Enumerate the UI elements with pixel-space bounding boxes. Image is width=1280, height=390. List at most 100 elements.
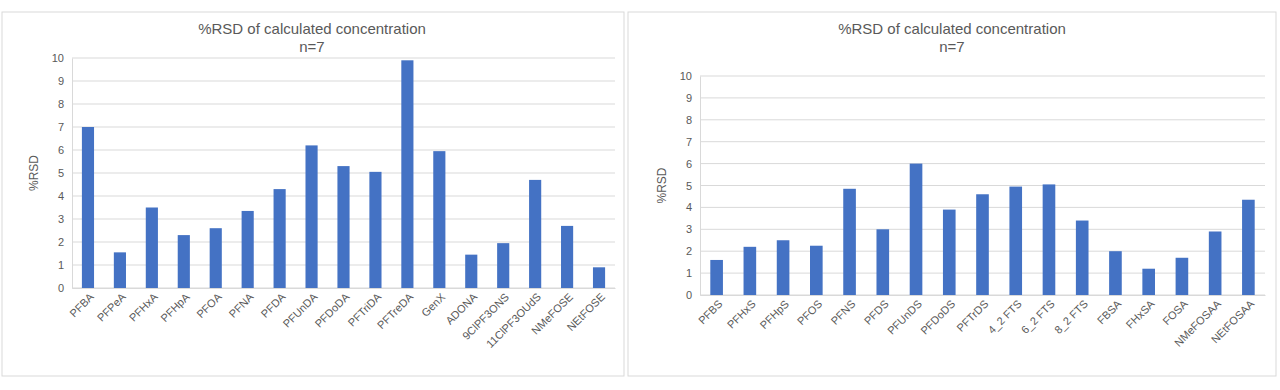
x-axis: PFBSPFHxSPFHpSPFOSPFNSPFDSPFUnDSPFDoDSPF… (696, 295, 1266, 349)
bar (210, 228, 222, 288)
panel-frame (628, 12, 1276, 376)
grid-line (700, 185, 1265, 186)
x-tick: GenX (419, 288, 448, 319)
y-tick-label: 3 (686, 223, 692, 235)
subtitle: n=7 (299, 38, 324, 55)
x-tick-label: FBSA (1095, 297, 1124, 326)
grid-line (700, 141, 1265, 142)
x-tick: PFDoDA (312, 288, 352, 330)
grid (700, 76, 1265, 295)
x-axis-line (73, 288, 616, 289)
y-tick: 6 (58, 144, 72, 156)
x-tick: NEtFOSE (564, 288, 607, 333)
y-tick-label: 7 (58, 121, 64, 133)
y-tick: 6 (686, 158, 700, 170)
x-tick-label: PFHxS (725, 298, 758, 331)
bar (593, 267, 605, 288)
bar (274, 189, 286, 288)
y-tick: 1 (58, 259, 72, 271)
bar (561, 226, 573, 288)
x-tick-label: PFNS (828, 298, 857, 327)
x-tick: NEtFOSAA (1209, 295, 1257, 345)
x-tick: FHxSA (1124, 295, 1158, 331)
bar (744, 247, 757, 295)
bar (876, 229, 889, 295)
chart-panel: %RSD of calculated concentrationn=701234… (628, 12, 1276, 376)
y-tick: 0 (686, 289, 700, 301)
x-tick-label: PFBS (696, 298, 725, 327)
bar (1109, 251, 1122, 295)
grid-line (72, 127, 615, 128)
y-axis: 012345678910 (52, 52, 73, 294)
y-tick: 1 (686, 267, 700, 279)
x-tick-label: PFTreDA (375, 290, 416, 331)
x-tick-label: PFNA (226, 290, 256, 320)
grid-line (72, 150, 615, 151)
bar (943, 210, 956, 295)
bar (1176, 258, 1189, 295)
bar (337, 166, 349, 288)
y-tick-label: 9 (686, 92, 692, 104)
x-tick: PFPeA (95, 288, 129, 324)
x-tick-label: PFHpS (758, 298, 792, 332)
grid-line (700, 119, 1265, 120)
panel-frame (2, 12, 624, 376)
grid-line (700, 97, 1265, 98)
bar (1076, 221, 1089, 295)
grid-line (72, 58, 615, 59)
x-tick: 11ClPF3OUdS (484, 288, 543, 350)
y-tick: 4 (686, 201, 700, 213)
x-tick: PFHxA (127, 288, 161, 324)
y-tick-label: 8 (58, 98, 64, 110)
x-tick-label: PFOS (795, 298, 825, 328)
bar (810, 246, 823, 295)
title: %RSD of calculated concentration (198, 20, 426, 37)
x-tick: 4_2 FTS (985, 295, 1023, 336)
y-tick: 8 (686, 114, 700, 126)
y-tick: 0 (58, 282, 72, 294)
y-tick: 10 (680, 70, 700, 82)
y-tick-label: 3 (58, 213, 64, 225)
y-tick: 7 (58, 121, 72, 133)
y-tick-label: 6 (686, 158, 692, 170)
x-tick-label: 6_2 FTS (1019, 298, 1057, 336)
y-tick: 10 (52, 52, 72, 64)
y-axis-title: %RSD (27, 155, 41, 191)
y-tick: 5 (58, 167, 72, 179)
x-tick-label: 11ClPF3OUdS (484, 291, 543, 350)
y-axis: 012345678910 (680, 70, 701, 301)
x-tick: PFDoDS (918, 295, 957, 337)
x-tick-label: NEtFOSE (564, 291, 607, 334)
page: %RSD of calculated concentrationn=7 0 1 2 3 4… (0, 0, 1280, 390)
y-tick: 2 (58, 236, 72, 248)
x-tick-label: PFBA (67, 290, 96, 319)
bars (710, 164, 1254, 295)
bar (910, 164, 923, 295)
bar (401, 60, 413, 288)
x-tick: PFHpA (158, 288, 192, 324)
bars (82, 60, 605, 288)
bar (710, 260, 723, 295)
x-tick: PFTreDA (375, 288, 416, 331)
y-tick: 5 (686, 180, 700, 192)
grid-line (700, 163, 1265, 164)
bar (777, 240, 790, 295)
y-tick-label: 5 (58, 167, 64, 179)
bar (529, 180, 541, 288)
y-axis-title: %RSD (655, 167, 669, 203)
bar (242, 211, 254, 288)
grid (72, 58, 615, 288)
bar (1209, 231, 1222, 295)
x-tick-label: PFUnDS (885, 298, 924, 337)
x-tick: PFBA (67, 288, 96, 319)
bar (465, 255, 477, 288)
x-tick-label: PFHpA (158, 290, 192, 324)
y-axis-line (700, 77, 701, 296)
bar (82, 127, 94, 288)
x-tick-label: PFDA (258, 290, 288, 320)
x-tick: PFDA (258, 288, 288, 320)
y-tick: 2 (686, 245, 700, 257)
bar (1142, 269, 1155, 295)
x-tick: 6_2 FTS (1019, 295, 1057, 336)
x-tick: 8_2 FTS (1052, 295, 1090, 336)
